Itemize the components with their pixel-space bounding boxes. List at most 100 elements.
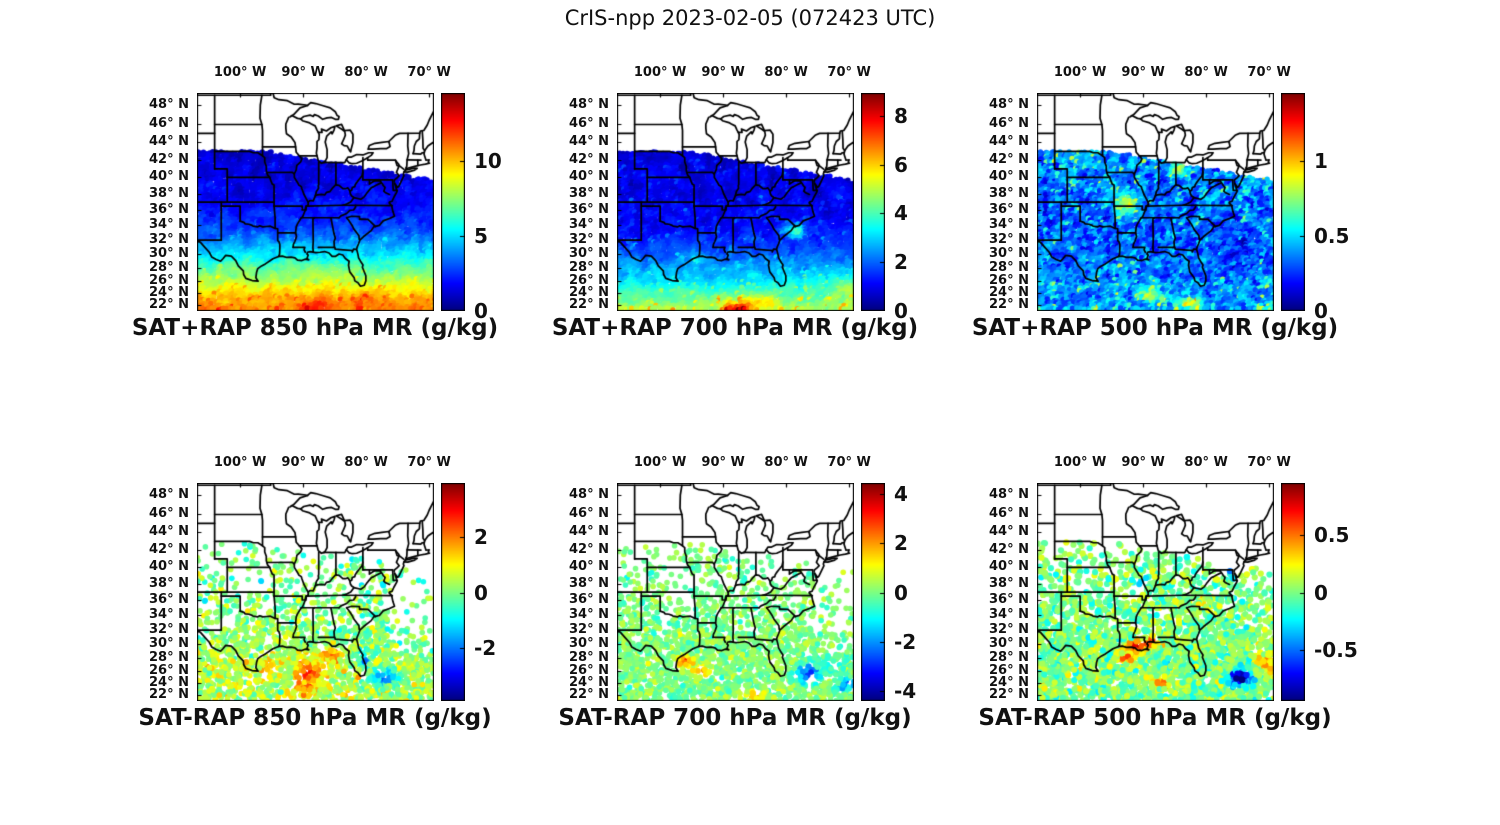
lat-tick-label: 48° N [149, 487, 189, 502]
lat-tick-label: 38° N [569, 576, 609, 591]
lon-tick-label: 100° W [1053, 455, 1107, 470]
lat-tick-label: 24° N [989, 285, 1029, 301]
lat-tick-label: 22° N [569, 687, 609, 703]
lat-tick-label: 28° N [569, 259, 609, 275]
lat-tick-label: 48° N [149, 97, 189, 112]
map-canvas [1037, 483, 1274, 701]
lat-tick-label: 28° N [149, 259, 189, 275]
lat-tick-label: 30° N [569, 636, 609, 652]
lat-tick-label: 46° N [569, 506, 609, 521]
lat-tick-label: 46° N [149, 116, 189, 131]
lat-tick-label: 42° N [569, 152, 609, 168]
lat-tick-label: 26° N [149, 272, 189, 288]
lat-tick-label: 36° N [149, 202, 189, 217]
lat-tick-label: 32° N [569, 232, 609, 248]
panel-title: SAT+RAP 500 hPa MR (g/kg) [971, 315, 1339, 341]
lon-tick-label: 80° W [764, 65, 808, 80]
lat-tick-label: 48° N [569, 487, 609, 502]
lat-tick-label: 42° N [149, 542, 189, 558]
lat-tick-label: 44° N [569, 134, 609, 150]
lat-tick-label: 22° N [989, 297, 1029, 313]
colorbar-tick-label: 4 [894, 201, 908, 226]
lon-tick-label: 90° W [1121, 65, 1165, 80]
lon-tick-label: 80° W [1184, 455, 1228, 470]
lat-tick-label: 34° N [989, 607, 1029, 623]
colorbar-tick-label: 1 [1314, 149, 1328, 174]
lat-tick-label: 32° N [989, 622, 1029, 638]
lat-tick-label: 34° N [569, 217, 609, 233]
panel-sat-minus-rap-500: SAT-RAP 500 hPa MR (g/kg) 100° W 90° W 80°… [975, 443, 1357, 743]
colorbar-tick-label: -4 [894, 679, 917, 704]
colorbar-tick-label: 0 [894, 299, 908, 323]
lat-tick-label: 24° N [569, 285, 609, 301]
lat-tick-label: 22° N [149, 297, 189, 313]
colorbar-canvas [1281, 93, 1305, 311]
lat-tick-label: 42° N [149, 152, 189, 168]
colorbar-tick-label: 0.5 [1314, 224, 1350, 249]
colorbar-canvas [1281, 483, 1305, 701]
lon-tick-label: 100° W [633, 455, 687, 470]
colorbar-canvas [861, 483, 885, 701]
map-canvas [617, 93, 854, 311]
lat-tick-label: 32° N [569, 622, 609, 638]
lon-tick-label: 100° W [213, 65, 267, 80]
lon-tick-label: 70° W [1247, 65, 1291, 80]
lat-tick-label: 36° N [569, 202, 609, 217]
map-canvas [617, 483, 854, 701]
lon-tick-label: 80° W [764, 455, 808, 470]
colorbar-tick-label: 0 [1314, 299, 1328, 323]
lon-tick-label: 70° W [827, 455, 871, 470]
lat-tick-label: 36° N [989, 202, 1029, 217]
lat-tick-label: 26° N [989, 662, 1029, 678]
lat-tick-label: 24° N [149, 675, 189, 691]
lat-tick-label: 30° N [989, 636, 1029, 652]
colorbar-tick-label: -2 [894, 629, 917, 654]
lat-tick-label: 44° N [149, 134, 189, 150]
lat-tick-label: 36° N [149, 592, 189, 607]
panel-sat-plus-rap-700: SAT+RAP 700 hPa MR (g/kg) 100° W 90° W 80°… [552, 53, 918, 353]
lat-tick-label: 40° N [569, 169, 609, 185]
lat-tick-label: 36° N [989, 592, 1029, 607]
lat-tick-label: 26° N [149, 662, 189, 678]
lat-tick-label: 38° N [149, 576, 189, 591]
colorbar-tick-label: -0.5 [1314, 637, 1358, 662]
lat-tick-label: 26° N [569, 272, 609, 288]
lat-tick-label: 44° N [989, 134, 1029, 150]
lon-tick-label: 100° W [633, 65, 687, 80]
lon-tick-label: 70° W [407, 65, 451, 80]
panel-sat-plus-rap-500: SAT+RAP 500 hPa MR (g/kg) 100° W 90° W 80°… [972, 53, 1350, 353]
lat-tick-label: 46° N [569, 116, 609, 131]
lon-tick-label: 90° W [281, 65, 325, 80]
lon-tick-label: 100° W [213, 455, 267, 470]
panel-sat-minus-rap-700: SAT-RAP 700 hPa MR (g/kg) 100° W 90° W 80°… [555, 443, 917, 743]
colorbar-tick-label: 4 [894, 481, 908, 506]
colorbar-tick-label: 0 [474, 299, 488, 323]
panel-title: SAT+RAP 850 hPa MR (g/kg) [131, 315, 499, 341]
lat-tick-label: 24° N [149, 285, 189, 301]
lat-tick-label: 24° N [989, 675, 1029, 691]
lat-tick-label: 24° N [569, 675, 609, 691]
map-canvas [1037, 93, 1274, 311]
lat-tick-label: 30° N [989, 246, 1029, 262]
panel-sat-minus-rap-850: SAT-RAP 850 hPa MR (g/kg) 100° W 90° W 80°… [135, 443, 496, 743]
lat-tick-label: 26° N [989, 272, 1029, 288]
lat-tick-label: 32° N [989, 232, 1029, 248]
panel-title: SAT-RAP 850 hPa MR (g/kg) [138, 705, 492, 731]
colorbar-tick-label: 5 [474, 224, 488, 249]
panel-sat-plus-rap-850: SAT+RAP 850 hPa MR (g/kg) 100° W 90° W 80°… [132, 53, 502, 353]
lat-tick-label: 42° N [989, 152, 1029, 168]
lat-tick-label: 44° N [989, 524, 1029, 540]
lat-tick-label: 44° N [149, 524, 189, 540]
lon-tick-label: 80° W [344, 65, 388, 80]
lat-tick-label: 40° N [149, 169, 189, 185]
lat-tick-label: 22° N [989, 687, 1029, 703]
colorbar-tick-label: 2 [894, 531, 908, 556]
lat-tick-label: 40° N [989, 559, 1029, 575]
lat-tick-label: 38° N [569, 186, 609, 201]
lon-tick-label: 70° W [827, 65, 871, 80]
lat-tick-label: 34° N [989, 217, 1029, 233]
colorbar-tick-label: 10 [474, 149, 502, 174]
lat-tick-label: 34° N [569, 607, 609, 623]
lat-tick-label: 22° N [569, 297, 609, 313]
